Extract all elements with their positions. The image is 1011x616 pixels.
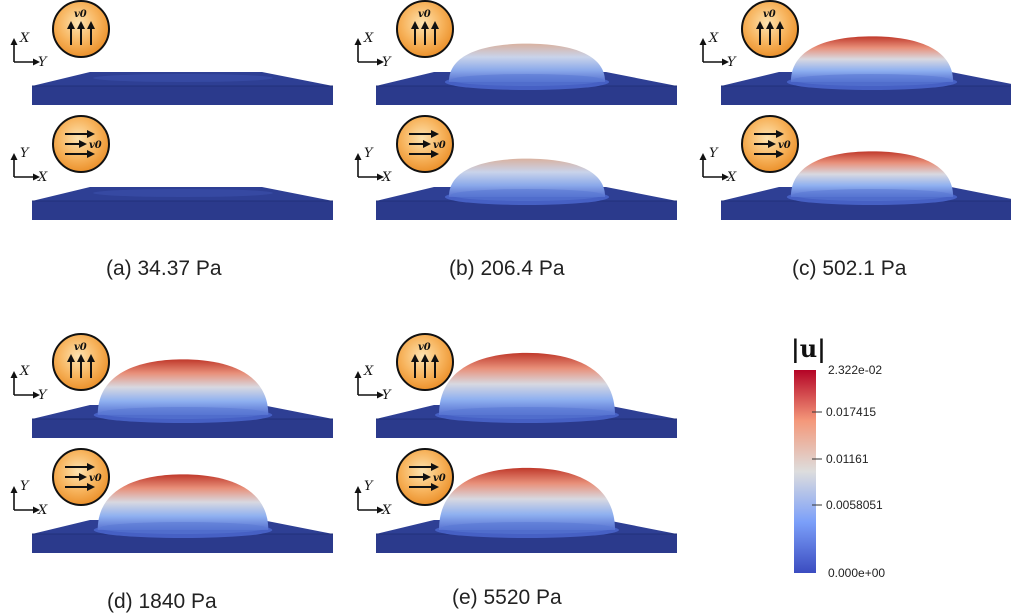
colorbar-gradient: [794, 370, 816, 573]
panel-a-top-vertical-axis-label: X: [19, 31, 30, 46]
panel-b-top-vertical-axis-label: X: [363, 31, 374, 46]
panel-d-top-horizontal-axis-label: Y: [38, 388, 48, 403]
panel-d-top-membrane-dome: [97, 359, 269, 415]
panel-b-bottom-horizontal-axis-label: X: [381, 170, 392, 185]
panel-b-top-horizontal-axis-label: Y: [382, 55, 392, 70]
panel-d-top-substrate-front: [32, 419, 333, 438]
panel-e-top-velocity-label: v0: [418, 342, 431, 353]
panel-a-top-substrate-front: [32, 86, 333, 105]
panel-d-top-vertical-axis-label: X: [19, 364, 30, 379]
panel-b-bottom-substrate-front: [376, 201, 677, 220]
panel-c-bottom-vertical-axis-label: Y: [709, 146, 719, 161]
panel-d-bottom-substrate-front: [32, 534, 333, 553]
panel-c-top-velocity-label: v0: [763, 9, 776, 20]
panel-c-top-vertical-axis-label: X: [708, 31, 719, 46]
colorbar-max-label: 2.322e-02: [828, 363, 883, 377]
panel-d-bottom-velocity-label: v0: [89, 473, 102, 484]
panel-a-top-membrane-flat: [93, 74, 273, 82]
panel-e-bottom-vertical-axis-label: Y: [364, 479, 374, 494]
panel-c-top-membrane-dome: [790, 36, 954, 82]
panel-d-bottom-horizontal-axis-label: X: [37, 503, 48, 518]
colorbar-min-label: 0.000e+00: [828, 566, 886, 580]
panel-a-bottom-velocity-label: v0: [89, 140, 102, 151]
caption-c: (c) 502.1 Pa: [792, 257, 907, 280]
panel-e-bottom-velocity-label: v0: [433, 473, 446, 484]
panel-e-bottom-membrane-dome: [439, 467, 615, 530]
colorbar-tick-label-3: 0.0058051: [826, 498, 883, 512]
panel-c-top-substrate-front: [721, 86, 1011, 105]
caption-d: (d) 1840 Pa: [107, 590, 217, 613]
colorbar-title: |u|: [791, 334, 826, 363]
panel-c-top-horizontal-axis-label: Y: [727, 55, 737, 70]
panel-b-bottom-membrane-dome: [448, 158, 606, 197]
panel-a-top-velocity-label: v0: [74, 9, 87, 20]
panel-c-bottom-horizontal-axis-label: X: [726, 170, 737, 185]
panel-b-bottom-vertical-axis-label: Y: [364, 146, 374, 161]
panel-b-bottom-velocity-label: v0: [433, 140, 446, 151]
panel-e-bottom-horizontal-axis-label: X: [381, 503, 392, 518]
colorbar-tick-label-1: 0.017415: [826, 405, 877, 419]
panel-b-top-velocity-label: v0: [418, 9, 431, 20]
panel-e-top-substrate-front: [376, 419, 677, 438]
panel-c-bottom-membrane-dome: [790, 151, 954, 197]
panel-b-top-substrate-front: [376, 86, 677, 105]
panel-a-bottom-vertical-axis-label: Y: [20, 146, 30, 161]
colorbar-tick-label-2: 0.01161: [826, 452, 869, 466]
caption-e: (e) 5520 Pa: [452, 586, 562, 609]
panel-a-top-horizontal-axis-label: Y: [38, 55, 48, 70]
panel-e-top-membrane-dome: [439, 352, 615, 415]
panel-c-bottom-velocity-label: v0: [778, 140, 791, 151]
caption-b: (b) 206.4 Pa: [449, 257, 565, 280]
panel-d-bottom-membrane-dome: [97, 474, 269, 530]
caption-a: (a) 34.37 Pa: [106, 257, 222, 280]
panel-c-bottom-substrate-front: [721, 201, 1011, 220]
panel-e-bottom-substrate-front: [376, 534, 677, 553]
panel-a-bottom-horizontal-axis-label: X: [37, 170, 48, 185]
panel-d-top-velocity-label: v0: [74, 342, 87, 353]
panel-b-top-membrane-dome: [448, 43, 606, 82]
panel-e-top-horizontal-axis-label: Y: [382, 388, 392, 403]
panel-a-bottom-substrate-front: [32, 201, 333, 220]
panel-e-top-vertical-axis-label: X: [363, 364, 374, 379]
panel-a-bottom-membrane-flat: [93, 189, 273, 197]
panel-d-bottom-vertical-axis-label: Y: [20, 479, 30, 494]
